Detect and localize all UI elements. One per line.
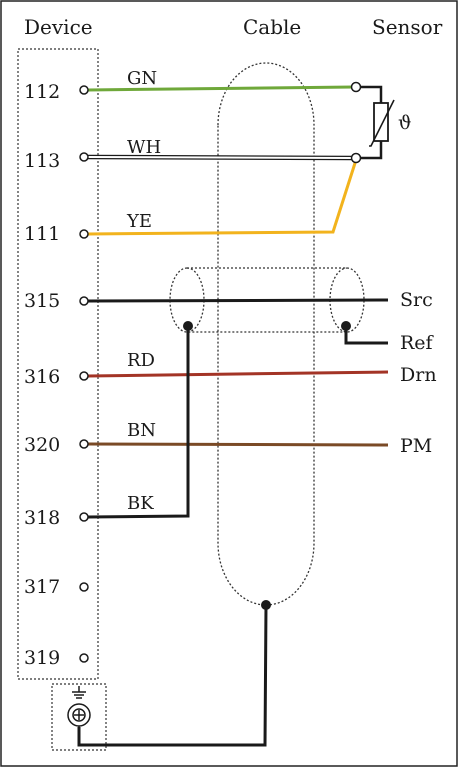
terminal-circle-315 [79,296,89,306]
terminal-circle-111 [79,229,89,239]
terminal-319: 319 [24,647,60,669]
junction-dot-cable [261,600,271,610]
terminal-circle-320 [79,439,89,449]
ground-icon [67,686,91,729]
terminal-111: 111 [24,223,60,245]
terminal-315: 315 [24,290,60,312]
wire-ground [77,604,268,747]
terminal-317: 317 [24,576,60,598]
terminal-320: 320 [24,434,60,456]
terminal-circle-319 [79,653,89,663]
theta-symbol: ϑ [398,112,412,134]
terminal-113: 113 [24,150,60,172]
wire-label-bn: BN [127,420,156,441]
sensor-circle-top [350,81,362,93]
sensor-lead-top [360,85,383,103]
sensor-label-src: Src [400,289,433,311]
header-device: Device [24,15,93,39]
wire-label-wh: WH [127,137,161,158]
sensor-circle-bottom [350,152,362,164]
device-terminal-block [17,48,99,680]
sensor-label-ref: Ref [400,332,435,354]
wire-black-shield [87,326,190,519]
terminal-circle-318 [79,512,89,522]
junction-dot-shield-left [183,321,193,331]
wire-red [87,370,389,378]
wire-green [87,85,355,92]
terminal-circle-316 [79,371,89,381]
wire-label-gn: GN [127,68,157,89]
header-cable: Cable [243,15,301,39]
terminal-316: 316 [24,366,60,388]
sensor-lead-bottom [360,141,383,160]
sensor-diagonal [369,99,395,147]
wire-brown [87,442,389,447]
wire-yellow [87,159,358,236]
cable-outline [217,62,315,606]
wire-label-rd: RD [127,350,155,371]
terminal-circle-317 [79,582,89,592]
wire-label-ye: YE [126,211,152,232]
sensor-label-drn: Drn [400,364,437,386]
sensor-label-pm: PM [400,435,432,457]
wire-white [87,156,355,159]
terminal-circles [79,81,362,663]
junction-dot-shield-right [341,321,351,331]
terminal-circle-113 [79,152,89,162]
wire-label-bk: BK [127,493,154,514]
coax-shield-left [169,267,347,333]
terminal-318: 318 [24,507,60,529]
header-sensor: Sensor [372,15,443,39]
terminal-circle-112 [79,85,89,95]
wire-ref [344,326,388,345]
terminal-112: 112 [24,81,60,103]
wire-black-src [87,298,389,303]
